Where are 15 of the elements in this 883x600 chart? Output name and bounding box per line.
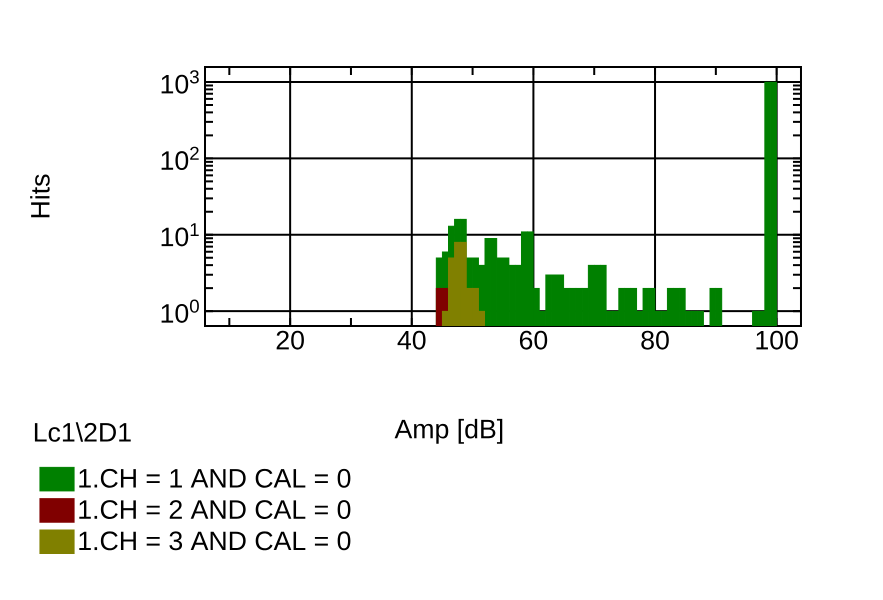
- legend-label: 1.CH = 2 AND CAL = 0: [79, 500, 350, 520]
- x-tick-label: 100: [756, 330, 798, 350]
- y-tick-label: 10$^{1}$: [162, 223, 199, 246]
- y-tick-label: 10$^{3}$: [162, 70, 199, 94]
- y-axis-title: Hits: [30, 174, 50, 218]
- x-tick-label: 80: [641, 330, 669, 350]
- x-tick-label: 20: [276, 330, 304, 350]
- y-tick-label: 10$^{0}$: [162, 300, 199, 323]
- x-tick-label: 60: [520, 330, 548, 350]
- y-tick-label: 10$^{2}$: [162, 146, 199, 170]
- x-tick-label: 40: [398, 330, 426, 350]
- legend-label: 1.CH = 1 AND CAL = 0: [79, 468, 350, 488]
- legend-label: 1.CH = 3 AND CAL = 0: [79, 531, 350, 550]
- legend-title: Lc1\2D1: [34, 422, 131, 442]
- x-axis-title: Amp [dB]: [394, 418, 502, 444]
